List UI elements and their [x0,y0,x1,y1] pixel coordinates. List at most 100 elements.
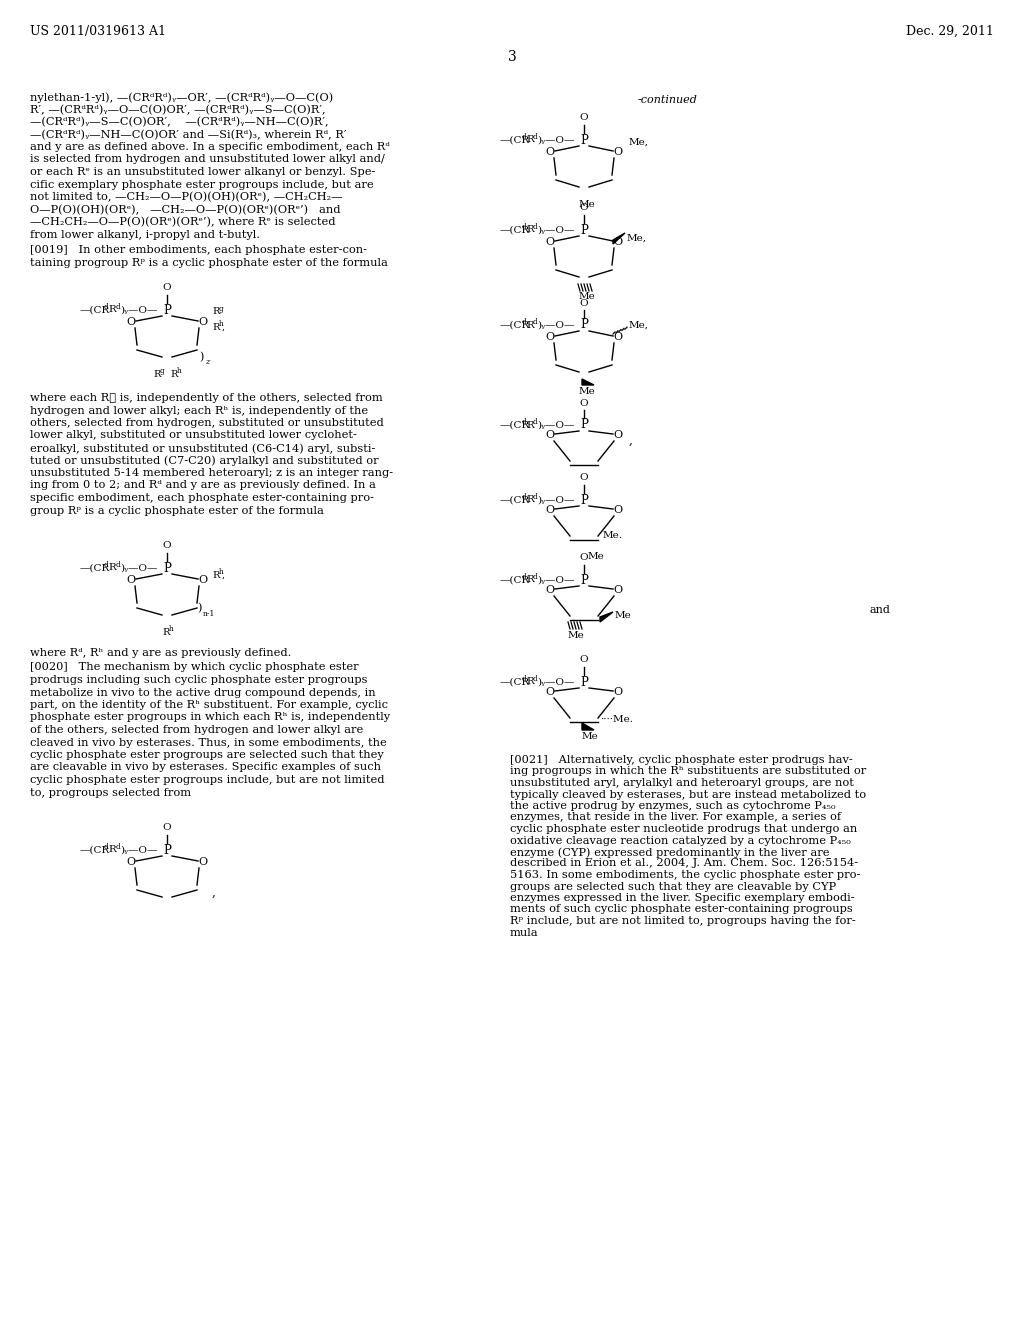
Text: O: O [126,857,135,867]
Text: ments of such cyclic phosphate ester-containing progroups: ments of such cyclic phosphate ester-con… [510,904,853,915]
Text: —(CR: —(CR [80,305,111,314]
Text: where Rᵈ, Rʰ and y are as previously defined.: where Rᵈ, Rʰ and y are as previously def… [30,648,292,657]
Text: P: P [580,676,588,689]
Text: specific embodiment, each phosphate ester-containing pro-: specific embodiment, each phosphate este… [30,492,374,503]
Text: mula: mula [510,928,539,937]
Text: and: and [870,605,891,615]
Text: cyclic phosphate ester progroups are selected such that they: cyclic phosphate ester progroups are sel… [30,750,384,760]
Text: prodrugs including such cyclic phosphate ester progroups: prodrugs including such cyclic phosphate… [30,675,368,685]
Text: h: h [177,367,182,375]
Text: P: P [580,223,588,236]
Text: lower alkyl, substituted or unsubstituted lower cyclohet-: lower alkyl, substituted or unsubstitute… [30,430,357,441]
Text: g: g [219,305,224,313]
Text: ,: , [222,322,225,331]
Text: Me,: Me, [627,234,647,243]
Text: h: h [219,319,224,327]
Text: are cleavable in vivo by esterases. Specific examples of such: are cleavable in vivo by esterases. Spec… [30,763,381,772]
Polygon shape [613,234,625,244]
Text: O: O [580,298,589,308]
Text: cific exemplary phosphate ester progroups include, but are: cific exemplary phosphate ester progroup… [30,180,374,190]
Text: O: O [613,147,623,157]
Text: d: d [534,573,538,581]
Text: ,: , [222,570,225,579]
Text: R: R [526,321,534,330]
Text: ,: , [212,886,216,899]
Text: nylethan-1-yl), —(CRᵈRᵈ)ᵧ—OR′, —(CRᵈRᵈ)ᵧ—O—C(O): nylethan-1-yl), —(CRᵈRᵈ)ᵧ—OR′, —(CRᵈRᵈ)ᵧ… [30,92,333,103]
Text: O: O [546,147,555,157]
Text: R′, —(CRᵈRᵈ)ᵧ—O—C(O)OR′, —(CRᵈRᵈ)ᵧ—S—C(O)R′,: R′, —(CRᵈRᵈ)ᵧ—O—C(O)OR′, —(CRᵈRᵈ)ᵧ—S—C(O… [30,104,326,115]
Text: R: R [526,226,534,235]
Text: [0019]   In other embodiments, each phosphate ester-con-: [0019] In other embodiments, each phosph… [30,246,367,255]
Text: Me: Me [579,387,596,396]
Text: tuted or unsubstituted (C7-C20) arylalkyl and substituted or: tuted or unsubstituted (C7-C20) arylalky… [30,455,379,466]
Text: O: O [613,430,623,440]
Text: P: P [163,304,171,317]
Text: cleaved in vivo by esterases. Thus, in some embodiments, the: cleaved in vivo by esterases. Thus, in s… [30,738,387,747]
Text: P: P [580,418,588,432]
Text: [0021]   Alternatively, cyclic phosphate ester prodrugs hav-: [0021] Alternatively, cyclic phosphate e… [510,755,853,766]
Text: O: O [546,430,555,440]
Text: )ᵧ—O—: )ᵧ—O— [537,136,574,144]
Text: )ᵧ—O—: )ᵧ—O— [537,421,574,429]
Text: d: d [534,492,538,502]
Text: )ᵧ—O—: )ᵧ—O— [120,846,158,854]
Text: z: z [205,358,209,366]
Text: P: P [163,843,171,857]
Text: O: O [613,238,623,247]
Text: O: O [163,824,171,833]
Text: enzymes, that reside in the liver. For example, a series of: enzymes, that reside in the liver. For e… [510,813,841,822]
Text: [0020]   The mechanism by which cyclic phosphate ester: [0020] The mechanism by which cyclic pho… [30,663,358,672]
Text: O: O [199,576,208,585]
Text: or each Rᵉ is an unsubstituted lower alkanyl or benzyl. Spe-: or each Rᵉ is an unsubstituted lower alk… [30,168,376,177]
Text: d: d [104,561,109,569]
Text: d: d [116,843,121,851]
Text: O: O [580,114,589,123]
Text: P: P [580,318,588,331]
Text: )ᵧ—O—: )ᵧ—O— [537,576,574,585]
Text: R: R [526,576,534,585]
Text: Me,: Me, [629,321,649,330]
Text: R: R [212,322,219,331]
Text: ing from 0 to 2; and Rᵈ and y are as previously defined. In a: ing from 0 to 2; and Rᵈ and y are as pre… [30,480,376,491]
Text: —(CR: —(CR [500,495,530,504]
Text: R: R [526,421,534,429]
Text: P: P [580,133,588,147]
Text: unsubstituted 5-14 membered heteroaryl; z is an integer rang-: unsubstituted 5-14 membered heteroaryl; … [30,469,393,478]
Text: where each Rᷢ is, independently of the others, selected from: where each Rᷢ is, independently of the o… [30,393,383,403]
Text: h: h [169,624,174,634]
Text: P: P [580,573,588,586]
Text: unsubstituted aryl, arylalkyl and heteroaryl groups, are not: unsubstituted aryl, arylalkyl and hetero… [510,777,854,788]
Text: —(CR: —(CR [500,321,530,330]
Text: O: O [580,656,589,664]
Text: ): ) [197,603,202,614]
Text: R: R [170,370,177,379]
Text: from lower alkanyl, i-propyl and t-butyl.: from lower alkanyl, i-propyl and t-butyl… [30,230,260,239]
Text: ing progroups in which the Rʰ substituents are substituted or: ing progroups in which the Rʰ substituen… [510,767,866,776]
Text: and y are as defined above. In a specific embodiment, each Rᵈ: and y are as defined above. In a specifi… [30,143,390,152]
Text: R: R [526,495,534,504]
Text: R: R [108,846,116,854]
Text: O: O [613,585,623,595]
Text: metabolize in vivo to the active drug compound depends, in: metabolize in vivo to the active drug co… [30,688,376,697]
Text: -continued: -continued [638,95,698,106]
Text: )ᵧ—O—: )ᵧ—O— [120,564,158,573]
Text: US 2011/0319613 A1: US 2011/0319613 A1 [30,25,166,38]
Text: —(CR: —(CR [80,564,111,573]
Text: O: O [546,333,555,342]
Text: d: d [534,133,538,141]
Text: O: O [199,857,208,867]
Text: )ᵧ—O—: )ᵧ—O— [537,226,574,235]
Text: 5163. In some embodiments, the cyclic phosphate ester pro-: 5163. In some embodiments, the cyclic ph… [510,870,860,880]
Text: O: O [613,333,623,342]
Text: d: d [534,223,538,231]
Text: to, progroups selected from: to, progroups selected from [30,788,191,797]
Text: enzymes expressed in the liver. Specific exemplary embodi-: enzymes expressed in the liver. Specific… [510,894,855,903]
Text: O: O [163,284,171,293]
Text: ,: , [629,433,633,446]
Text: d: d [534,418,538,426]
Polygon shape [600,612,613,622]
Text: h: h [219,568,224,576]
Text: O: O [546,506,555,515]
Text: cyclic phosphate ester progroups include, but are not limited: cyclic phosphate ester progroups include… [30,775,384,785]
Text: R: R [162,628,169,638]
